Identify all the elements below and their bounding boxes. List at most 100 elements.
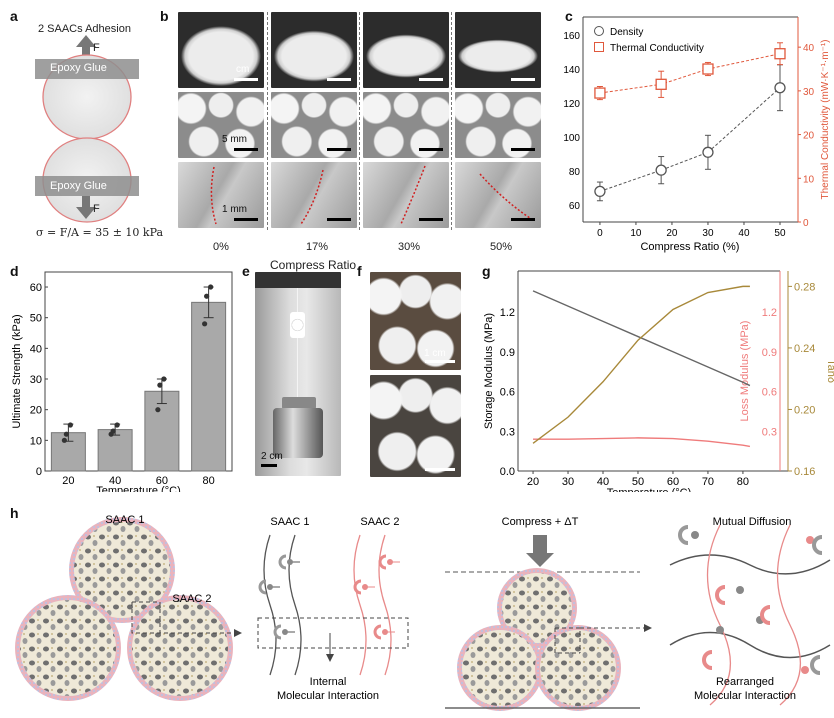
- panel-label-f: f: [357, 263, 362, 279]
- legend-density-marker: [594, 26, 604, 36]
- group-cup: [353, 579, 362, 595]
- thermal-point: [774, 48, 786, 60]
- x-tick-label: 60: [667, 476, 679, 488]
- panel-label-h: h: [10, 505, 19, 521]
- photo-17pct-row1: [271, 12, 357, 88]
- chart-d-ultimate-strength: 0 10 20 30 40 50 60 20 40 60 80 Temperature (°C) Ult…: [11, 271, 233, 492]
- density-point: [702, 146, 714, 158]
- data-point: [161, 376, 167, 382]
- x-tick-label: 50: [774, 228, 786, 239]
- group-cup: [373, 624, 382, 640]
- group-dot: [387, 559, 393, 565]
- panel-label-c: c: [565, 8, 573, 24]
- scale-bar: [327, 78, 351, 81]
- adhesion-title: 2 SAACs Adhesion: [38, 23, 131, 35]
- force-up-arrow-icon: [76, 35, 96, 59]
- x-tick-label: 40: [597, 476, 609, 488]
- y3-tick-label: 0.16: [794, 466, 815, 478]
- data-point: [63, 431, 69, 437]
- chain-gray-bottom: [669, 631, 831, 659]
- x-axis-label: Temperature (°C): [96, 485, 180, 492]
- group-cup: [258, 579, 267, 595]
- saac-sphere-2: [132, 600, 228, 696]
- y-tick-label: 140: [563, 65, 580, 76]
- y3-tick-label: 0.28: [794, 281, 815, 293]
- bar-40: [97, 429, 133, 472]
- y2-tick-label: 30: [803, 87, 815, 98]
- thermal-point: [594, 87, 606, 99]
- group-dot: [801, 666, 809, 674]
- group-dot: [736, 586, 744, 594]
- y3-tick-label: 0.24: [794, 343, 815, 355]
- density-point: [655, 164, 667, 176]
- scale-bar: [327, 148, 351, 151]
- scale-label: 1 mm: [222, 204, 247, 215]
- series-line-0: [599, 87, 781, 192]
- epoxy-glue-top: [35, 59, 139, 79]
- x-tick-label: 30: [562, 476, 574, 488]
- group-dot: [716, 626, 724, 634]
- force-label-top: F: [93, 42, 100, 54]
- y-tick-label: 40: [30, 343, 42, 355]
- force-label-bottom: F: [93, 203, 100, 215]
- y-tick-label: 20: [30, 405, 42, 417]
- x-tick-label: 10: [630, 228, 642, 239]
- photo-17pct-row3: [271, 162, 357, 228]
- x-tick-label: 20: [62, 475, 74, 487]
- scale-bar: [419, 148, 443, 151]
- x-tick-label: 70: [702, 476, 714, 488]
- bar-80: [191, 301, 227, 472]
- group-cup: [278, 554, 287, 570]
- group-cup: [715, 585, 726, 605]
- y2-axis-label: Loss Modulus (MPa): [739, 321, 751, 422]
- data-point: [114, 422, 120, 428]
- data-point: [202, 321, 208, 327]
- label-rearranged-2: Molecular Interaction: [694, 690, 796, 702]
- scale-label: 5 mm: [222, 134, 247, 145]
- data-point: [108, 431, 114, 437]
- group-dot: [362, 584, 368, 590]
- x-tick-label: 60: [156, 475, 168, 487]
- y-tick-label: 0.6: [500, 387, 515, 399]
- label-internal-2: Molecular Interaction: [277, 690, 379, 702]
- scale-bar: [419, 78, 443, 81]
- weight-hanging-photo: [255, 272, 341, 476]
- photo-30pct-row3: [363, 162, 449, 228]
- zoom-arrow-1: [131, 601, 240, 633]
- group-cup: [678, 525, 689, 545]
- group-cup: [702, 650, 713, 670]
- photo-30pct-row2: [363, 92, 449, 158]
- group-cup: [810, 655, 821, 675]
- column-label-0pct: 0%: [213, 241, 229, 253]
- panel-label-b: b: [160, 8, 169, 24]
- density-point: [774, 82, 786, 94]
- column-label-17pct: 17%: [306, 241, 329, 253]
- data-point: [204, 293, 210, 299]
- group-dot: [806, 536, 814, 544]
- group-cup: [378, 554, 387, 570]
- group-dot: [287, 559, 293, 565]
- panel-h-mechanism-diagram: SAAC 1 SAAC 2 SAAC 1 SAAC 2 Internal Molecula…: [15, 514, 831, 711]
- force-down-arrow-icon: [76, 196, 96, 219]
- compress-arrow-icon: [526, 535, 554, 567]
- data-point: [61, 437, 67, 443]
- compress-ratio-label: Compress Ratio: [270, 258, 357, 272]
- y-tick-label: 60: [30, 282, 42, 294]
- photo-0pct-row2: 5 mm: [178, 92, 264, 158]
- compressed-sphere-top: [502, 573, 572, 643]
- x-tick-label: 0: [597, 228, 603, 239]
- interface-line: [400, 165, 426, 225]
- photo-17pct-row2: [271, 92, 357, 158]
- group-dot: [691, 531, 699, 539]
- y2-tick-label: 0.3: [762, 426, 777, 438]
- interaction-box: [257, 617, 409, 649]
- photo-50pct-row1: [455, 12, 541, 88]
- y-tick-label: 0.0: [500, 466, 515, 478]
- label-saac1: SAAC 1: [105, 514, 144, 526]
- panel-label-d: d: [10, 263, 19, 279]
- x-tick-label: 40: [738, 228, 750, 239]
- interface-line: [210, 166, 217, 225]
- y2-axis-label: Thermal Conductivity (mW·K⁻¹·m⁻¹): [820, 39, 831, 199]
- x-tick-label: 80: [737, 476, 749, 488]
- y-axis-label: Storage Modulus (MPa): [483, 313, 495, 429]
